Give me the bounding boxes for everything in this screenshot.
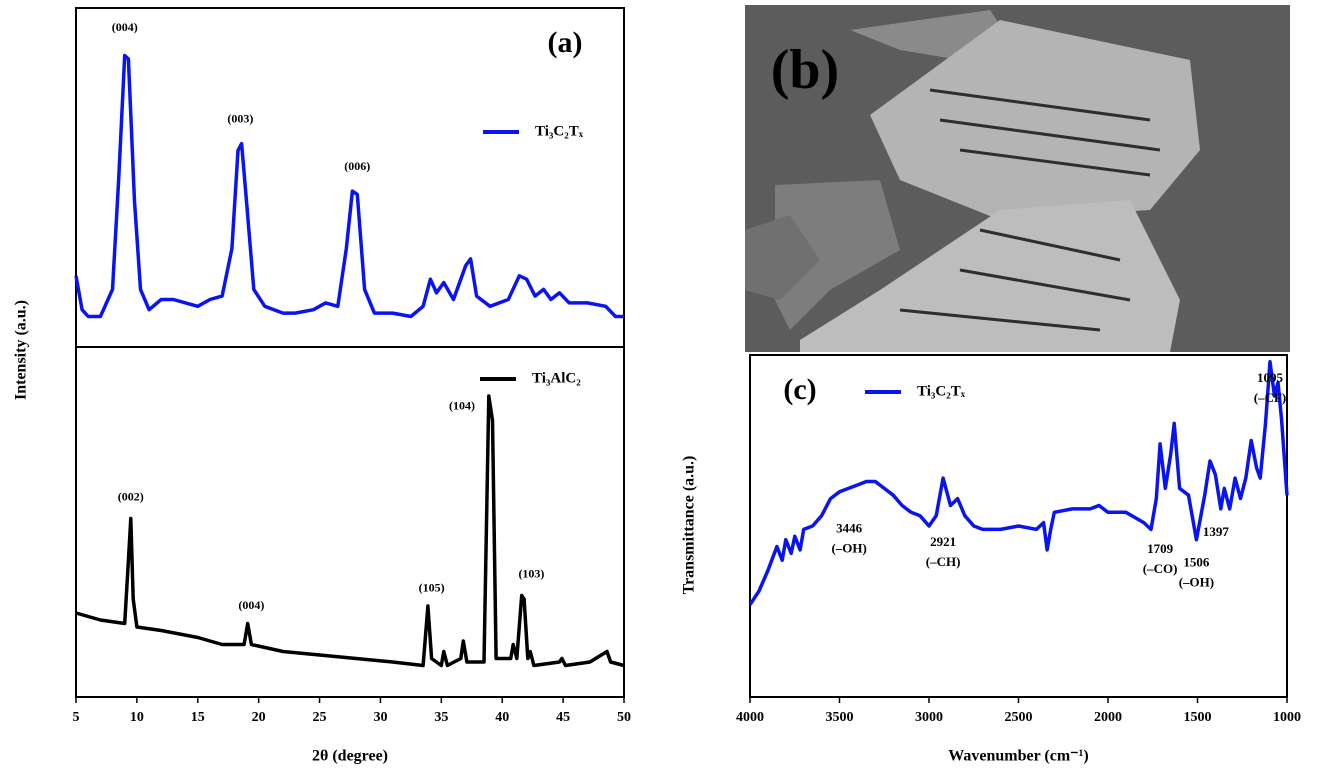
peak-label: (105)	[419, 580, 445, 594]
x-tick-label: 45	[556, 710, 570, 725]
peak-label: 1095	[1257, 370, 1284, 385]
peak-label: (104)	[449, 398, 475, 412]
peak-label: (–CF)	[1254, 390, 1287, 405]
data-line	[75, 394, 625, 668]
peak-label: (004)	[238, 598, 264, 612]
sem-flake	[775, 180, 900, 330]
x-tick-label: 10	[130, 710, 144, 725]
peak-label: (–OH)	[1179, 575, 1214, 590]
sem-layers	[899, 88, 1161, 332]
x-tick-label: 2000	[1094, 710, 1122, 725]
x-tick-label: 40	[495, 710, 509, 725]
x-tick-label: 2500	[1005, 710, 1033, 725]
peak-label: (006)	[344, 159, 370, 173]
x-tick-label: 30	[373, 710, 387, 725]
sem-image	[745, 5, 1290, 352]
legend-label: Ti₃AlC₂	[532, 370, 581, 386]
y-axis-label: Intensity (a.u.)	[13, 300, 30, 400]
peak-label: 3446	[836, 520, 863, 535]
peak-label: (–CO)	[1143, 561, 1178, 576]
x-tick-label: 1500	[1184, 710, 1212, 725]
x-tick-label: 35	[434, 710, 448, 725]
plot-frame	[75, 7, 625, 348]
y-axis-label: Transmittance (a.u.)	[681, 456, 698, 595]
peak-label: 1397	[1203, 524, 1230, 539]
peak-label: 1506	[1183, 555, 1210, 570]
data-line	[748, 360, 1289, 606]
peak-label: (002)	[118, 489, 144, 503]
panel-label: (c)	[783, 373, 816, 406]
x-tick-label: 25	[313, 710, 327, 725]
peak-label: (103)	[518, 566, 544, 580]
x-tick-label: 20	[252, 710, 266, 725]
legend-label: Ti₃C₂Tₓ	[535, 123, 584, 139]
x-tick-label: 1000	[1273, 710, 1301, 725]
x-tick-label: 50	[617, 710, 631, 725]
x-tick-label: 4000	[736, 710, 764, 725]
x-axis-label: 2θ (degree)	[312, 748, 388, 765]
peak-label: (–CH)	[926, 554, 961, 569]
x-tick-label: 3500	[826, 710, 854, 725]
x-tick-label: 15	[191, 710, 205, 725]
peak-label: 2921	[930, 534, 956, 549]
x-tick-label: 3000	[915, 710, 943, 725]
data-line	[74, 53, 624, 319]
peak-label: (–OH)	[831, 540, 866, 555]
legend-label: Ti₃C₂Tₓ	[917, 383, 966, 399]
peak-label: 1709	[1147, 541, 1174, 556]
x-axis-label: Wavenumber (cm⁻¹)	[948, 748, 1088, 765]
x-tick-label: 5	[73, 710, 80, 725]
plot-frame	[75, 346, 625, 698]
peak-label: (003)	[227, 112, 253, 126]
panel-label: (b)	[771, 39, 839, 101]
panel-label: (a)	[548, 26, 583, 59]
peak-label: (004)	[112, 20, 138, 34]
sem-flake	[745, 215, 820, 300]
